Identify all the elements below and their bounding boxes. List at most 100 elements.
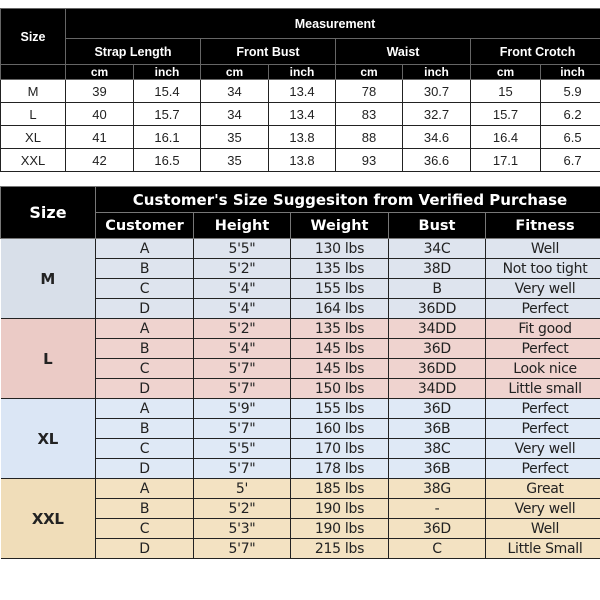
- value-cell: 130 lbs: [290, 238, 389, 259]
- size-unit-blank: [0, 64, 66, 80]
- value-cell: 36DD: [388, 358, 486, 379]
- value-cell: Little Small: [485, 538, 600, 559]
- value-cell: 36D: [388, 398, 486, 419]
- value-cell: 83: [335, 102, 403, 126]
- unit-header: inch: [133, 64, 201, 80]
- value-cell: 40: [65, 102, 134, 126]
- value-cell: 30.7: [402, 79, 471, 103]
- table-row: D 5'4" 164 lbs 36DD Perfect: [1, 298, 600, 319]
- size-group-cell: XXL: [0, 478, 96, 559]
- table-row: L 40 15.7 34 13.4 83 32.7 15.7 6.2: [0, 102, 600, 126]
- unit-header: cm: [65, 64, 134, 80]
- value-cell: D: [95, 378, 194, 399]
- value-cell: 36D: [388, 338, 486, 359]
- measurement-table: Size Measurement Strap Length Front Bust…: [0, 8, 600, 172]
- unit-header: cm: [335, 64, 403, 80]
- value-cell: 34C: [388, 238, 486, 259]
- value-cell: 38D: [388, 258, 486, 279]
- value-cell: A: [95, 318, 194, 339]
- size-header: Size: [0, 186, 96, 239]
- size-cell: XL: [0, 125, 66, 149]
- value-cell: Perfect: [485, 398, 600, 419]
- value-cell: 190 lbs: [290, 518, 389, 539]
- value-cell: 5'7": [193, 378, 291, 399]
- value-cell: 34: [200, 102, 269, 126]
- value-cell: 5': [193, 478, 291, 499]
- value-cell: 5'7": [193, 418, 291, 439]
- size-cell: M: [0, 79, 66, 103]
- value-cell: C: [95, 358, 194, 379]
- value-cell: 16.5: [133, 148, 201, 172]
- unit-header: cm: [470, 64, 541, 80]
- value-cell: Great: [485, 478, 600, 499]
- value-cell: 38G: [388, 478, 486, 499]
- value-cell: 78: [335, 79, 403, 103]
- value-cell: 5'5": [193, 438, 291, 459]
- value-cell: Well: [485, 518, 600, 539]
- value-cell: 15.7: [470, 102, 541, 126]
- value-cell: 6.5: [539, 125, 600, 149]
- value-cell: 5'9": [193, 398, 291, 419]
- value-cell: 39: [65, 79, 134, 103]
- value-cell: 13.8: [268, 148, 336, 172]
- table-row: L A 5'2" 135 lbs 34DD Fit good: [0, 318, 600, 399]
- value-cell: 190 lbs: [290, 498, 389, 519]
- value-cell: 16.4: [470, 125, 541, 149]
- value-cell: C: [95, 278, 194, 299]
- value-cell: 5'2": [193, 318, 291, 339]
- value-cell: 135 lbs: [290, 318, 389, 339]
- value-cell: Very well: [485, 498, 600, 519]
- value-cell: B: [95, 338, 194, 359]
- value-cell: B: [95, 418, 194, 439]
- value-cell: Perfect: [485, 418, 600, 439]
- value-cell: 5'3": [193, 518, 291, 539]
- value-cell: 13.4: [268, 102, 336, 126]
- measurement-title: Measurement: [64, 8, 600, 39]
- group-header: Front Bust: [200, 38, 336, 65]
- value-cell: 13.4: [268, 79, 336, 103]
- value-cell: 36DD: [388, 298, 486, 319]
- value-cell: 155 lbs: [290, 398, 389, 419]
- value-cell: B: [388, 278, 486, 299]
- value-cell: 88: [335, 125, 403, 149]
- value-cell: D: [95, 298, 194, 319]
- unit-header: inch: [402, 64, 471, 80]
- value-cell: 6.2: [539, 102, 600, 126]
- value-cell: Perfect: [485, 338, 600, 359]
- table-row: XXL 42 16.5 35 13.8 93 36.6 17.1 6.7: [0, 148, 600, 172]
- value-cell: -: [388, 498, 486, 519]
- value-cell: 170 lbs: [290, 438, 389, 459]
- table-row: XXL A 5' 185 lbs 38G Great: [0, 478, 600, 559]
- group-header: Waist: [335, 38, 471, 65]
- value-cell: 5'7": [193, 458, 291, 479]
- value-cell: 93: [335, 148, 403, 172]
- value-cell: 145 lbs: [290, 338, 389, 359]
- value-cell: A: [95, 398, 194, 419]
- group-header: Strap Length: [65, 38, 201, 65]
- value-cell: 5'4": [193, 338, 291, 359]
- table-row: C 5'4" 155 lbs B Very well: [1, 278, 600, 299]
- value-cell: 36.6: [402, 148, 471, 172]
- value-cell: 5'7": [193, 358, 291, 379]
- table-row: C 5'7" 145 lbs 36DD Look nice: [1, 358, 600, 379]
- value-cell: 36B: [388, 458, 486, 479]
- size-group-cell: L: [0, 318, 96, 399]
- size-header: Size: [0, 8, 66, 65]
- value-cell: 34DD: [388, 378, 486, 399]
- column-header: Fitness: [485, 212, 600, 239]
- value-cell: 16.1: [133, 125, 201, 149]
- table-row: B 5'2" 190 lbs - Very well: [1, 498, 600, 519]
- value-cell: B: [95, 258, 194, 279]
- column-header: Customer: [95, 212, 194, 239]
- value-cell: Look nice: [485, 358, 600, 379]
- value-cell: 155 lbs: [290, 278, 389, 299]
- value-cell: C: [95, 438, 194, 459]
- table-row: C 5'3" 190 lbs 36D Well: [1, 518, 600, 539]
- size-cell: L: [0, 102, 66, 126]
- value-cell: 34: [200, 79, 269, 103]
- value-cell: Very well: [485, 278, 600, 299]
- size-group-cell: M: [0, 238, 96, 319]
- value-cell: 160 lbs: [290, 418, 389, 439]
- value-cell: 36D: [388, 518, 486, 539]
- value-cell: 15.4: [133, 79, 201, 103]
